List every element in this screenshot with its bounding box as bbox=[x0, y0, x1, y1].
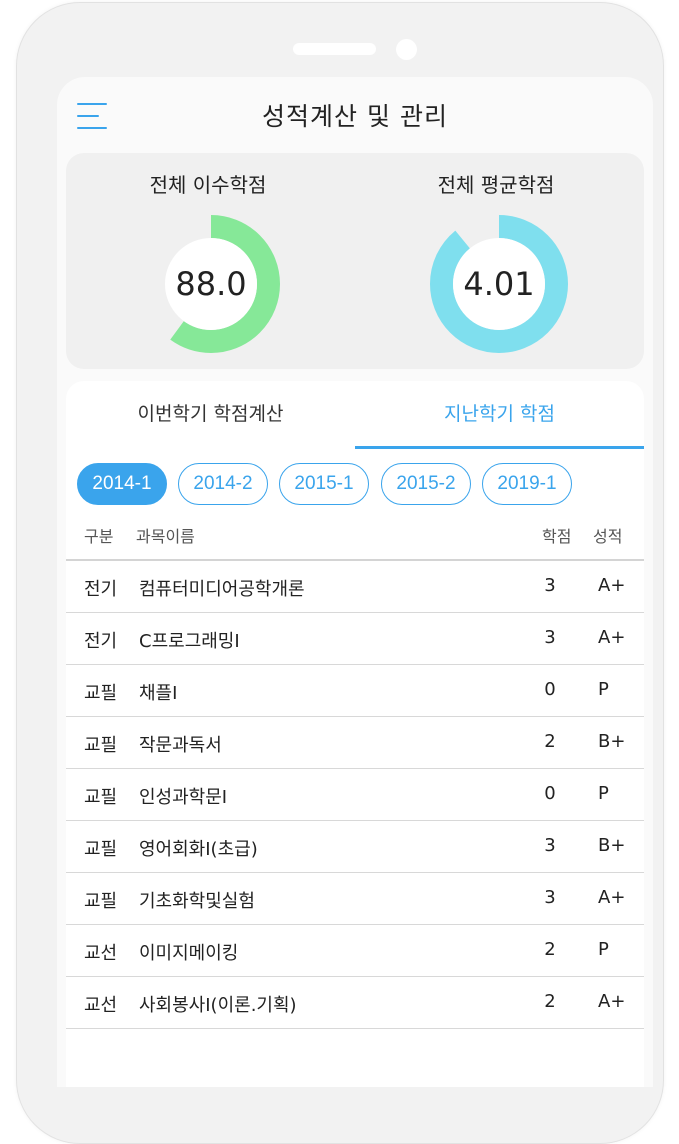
donut-progress-arc bbox=[430, 215, 568, 353]
course-type: 교선 bbox=[84, 995, 118, 1016]
grades-card: 이번학기 학점계산 지난학기 학점 2014-1 2014-2 2015-1 2… bbox=[66, 381, 644, 1087]
course-name: 영어회화I(초급) bbox=[139, 839, 258, 860]
average-grade-label: 전체 평균학점 bbox=[437, 173, 555, 197]
course-credit: 3 bbox=[544, 575, 556, 596]
course-grade: A+ bbox=[598, 575, 626, 596]
course-credit: 0 bbox=[544, 679, 556, 700]
course-list: 전기 컴퓨터미디어공학개론 3 A+ 전기 C프로그래밍I 3 A+ 교필 채플I 0 P 교필 작… bbox=[66, 561, 644, 1029]
total-credits-label: 전체 이수학점 bbox=[149, 173, 267, 197]
page-title: 성적계산 및 관리 bbox=[262, 102, 448, 131]
course-grade: A+ bbox=[598, 887, 626, 908]
table-row[interactable]: 전기 C프로그래밍I 3 A+ bbox=[66, 613, 644, 665]
course-grade: P bbox=[598, 939, 609, 960]
donut-center bbox=[453, 238, 545, 330]
semester-chip[interactable]: 2019-1 bbox=[482, 463, 572, 505]
total-credits-value: 88.0 bbox=[175, 265, 247, 303]
hamburger-menu-icon[interactable] bbox=[77, 103, 109, 129]
course-name: 작문과독서 bbox=[139, 735, 222, 756]
app-header: 성적계산 및 관리 bbox=[57, 77, 653, 153]
table-row[interactable]: 전기 컴퓨터미디어공학개론 3 A+ bbox=[66, 561, 644, 613]
header-type: 구분 bbox=[84, 527, 114, 546]
average-grade-value: 4.01 bbox=[463, 265, 535, 303]
course-grade: P bbox=[598, 679, 609, 700]
course-grade: A+ bbox=[598, 991, 626, 1012]
header-subject-name: 과목이름 bbox=[136, 527, 195, 546]
course-credit: 0 bbox=[544, 783, 556, 804]
course-name: 이미지메이킹 bbox=[139, 943, 239, 964]
course-credit: 3 bbox=[544, 887, 556, 908]
course-name: 인성과학문I bbox=[139, 787, 228, 808]
course-credit: 2 bbox=[544, 731, 556, 752]
table-row[interactable]: 교선 사회봉사I(이론.기획) 2 A+ bbox=[66, 977, 644, 1029]
course-name: 사회봉사I(이론.기획) bbox=[139, 995, 297, 1016]
course-credit: 2 bbox=[544, 991, 556, 1012]
course-type: 교필 bbox=[84, 735, 118, 756]
course-type: 전기 bbox=[84, 631, 118, 652]
table-row[interactable]: 교필 작문과독서 2 B+ bbox=[66, 717, 644, 769]
course-type: 교선 bbox=[84, 943, 118, 964]
tab-current-semester[interactable]: 이번학기 학점계산 bbox=[137, 403, 284, 425]
tab-bar: 이번학기 학점계산 지난학기 학점 bbox=[66, 381, 644, 449]
table-row[interactable]: 교필 영어회화I(초급) 3 B+ bbox=[66, 821, 644, 873]
course-name: 기초화학및실험 bbox=[139, 891, 255, 912]
course-type: 전기 bbox=[84, 579, 118, 600]
header-credit: 학점 bbox=[542, 527, 572, 546]
phone-frame: 성적계산 및 관리 전체 이수학점 88.0 전체 평균학점 4.01 이번학기… bbox=[16, 2, 664, 1144]
summary-panel: 전체 이수학점 88.0 전체 평균학점 4.01 bbox=[66, 153, 644, 369]
course-credit: 3 bbox=[544, 835, 556, 856]
average-grade-stat: 전체 평균학점 4.01 bbox=[366, 153, 626, 369]
course-grade: B+ bbox=[598, 731, 626, 752]
course-grade: B+ bbox=[598, 835, 626, 856]
course-name: 채플I bbox=[139, 683, 178, 704]
course-type: 교필 bbox=[84, 839, 118, 860]
table-row[interactable]: 교필 기초화학및실험 3 A+ bbox=[66, 873, 644, 925]
tab-past-semesters[interactable]: 지난학기 학점 bbox=[355, 381, 644, 449]
table-header: 구분 과목이름 학점 성적 bbox=[66, 515, 644, 561]
course-type: 교필 bbox=[84, 787, 118, 808]
header-grade: 성적 bbox=[593, 527, 623, 546]
course-grade: A+ bbox=[598, 627, 626, 648]
semester-chip[interactable]: 2015-1 bbox=[279, 463, 369, 505]
table-row[interactable]: 교필 채플I 0 P bbox=[66, 665, 644, 717]
semester-chip[interactable]: 2014-1 bbox=[77, 463, 167, 505]
average-grade-donut bbox=[430, 215, 568, 353]
total-credits-stat: 전체 이수학점 88.0 bbox=[78, 153, 338, 369]
table-row[interactable]: 교필 인성과학문I 0 P bbox=[66, 769, 644, 821]
speaker-grille bbox=[293, 43, 376, 55]
app-screen: 성적계산 및 관리 전체 이수학점 88.0 전체 평균학점 4.01 이번학기… bbox=[57, 77, 653, 1087]
donut-center bbox=[165, 238, 257, 330]
course-type: 교필 bbox=[84, 891, 118, 912]
course-credit: 3 bbox=[544, 627, 556, 648]
course-name: C프로그래밍I bbox=[139, 631, 240, 652]
table-row[interactable]: 교선 이미지메이킹 2 P bbox=[66, 925, 644, 977]
course-credit: 2 bbox=[544, 939, 556, 960]
course-name: 컴퓨터미디어공학개론 bbox=[139, 579, 305, 600]
total-credits-donut bbox=[142, 215, 280, 353]
semester-chip[interactable]: 2014-2 bbox=[178, 463, 268, 505]
front-camera bbox=[396, 39, 417, 60]
course-type: 교필 bbox=[84, 683, 118, 704]
semester-chip[interactable]: 2015-2 bbox=[381, 463, 471, 505]
course-grade: P bbox=[598, 783, 609, 804]
donut-progress-arc bbox=[142, 215, 280, 353]
